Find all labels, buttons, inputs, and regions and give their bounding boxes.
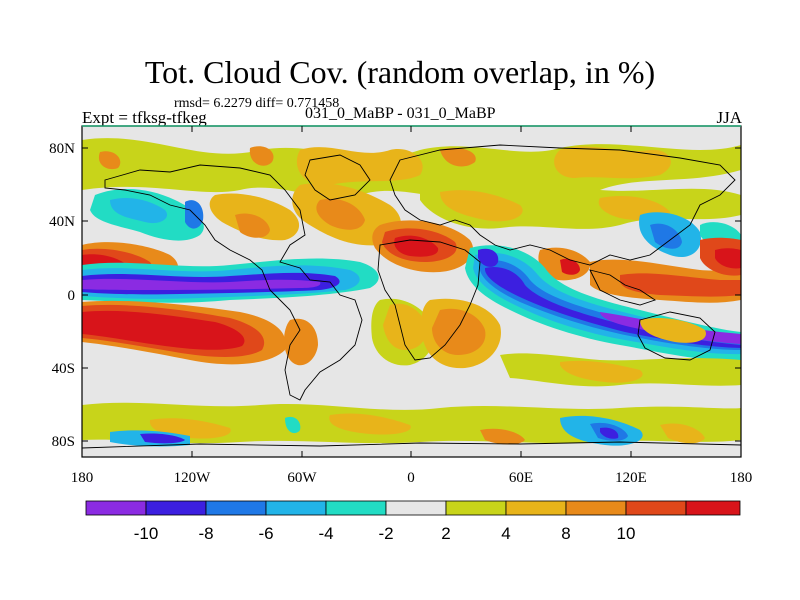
colorbar-swatch-10 xyxy=(625,500,687,516)
antarctica-outline xyxy=(81,441,742,449)
colorbar-swatch-3 xyxy=(205,500,267,516)
antarctic-anomalies xyxy=(82,402,741,447)
figure-title: Tot. Cloud Cov. (random overlap, in %) xyxy=(144,54,656,90)
lat-label-40n: 40N xyxy=(49,214,75,230)
greenland-outline xyxy=(304,154,371,201)
lon-label-180e: 180 xyxy=(730,470,753,486)
colorbar-swatch-8 xyxy=(505,500,567,516)
colorbar-label-2: 2 xyxy=(441,524,450,543)
lon-label-120e: 120E xyxy=(615,470,647,486)
colorbar-swatch-1 xyxy=(85,500,147,516)
africa-outline xyxy=(377,239,481,361)
season-label: JJA xyxy=(716,108,742,127)
axis-ticks xyxy=(82,126,741,457)
colorbar-swatch-5 xyxy=(325,500,387,516)
cloud-cover-field xyxy=(82,126,741,457)
south-tropics-anomalies xyxy=(82,298,741,387)
colorbar-label-minus10: -10 xyxy=(134,524,159,543)
lat-label-80n: 80N xyxy=(49,141,75,157)
eurasia-outline xyxy=(389,144,736,266)
lon-label-60e: 60E xyxy=(509,470,533,486)
lon-label-60w: 60W xyxy=(287,470,317,486)
colorbar-swatch-4 xyxy=(265,500,327,516)
maritime-continent-outline xyxy=(589,269,657,306)
colorbar-swatch-7 xyxy=(445,500,507,516)
lat-label-40s: 40S xyxy=(52,361,75,377)
lat-label-0: 0 xyxy=(68,288,76,304)
colorbar-label-minus2: -2 xyxy=(378,524,393,543)
americas-outline xyxy=(104,164,363,401)
colorbar-label-8: 8 xyxy=(561,524,570,543)
colorbar-swatch-9 xyxy=(565,500,627,516)
run-comparison-label: 031_0_MaBP - 031_0_MaBP xyxy=(305,105,496,122)
lon-label-0: 0 xyxy=(407,470,415,486)
coastlines xyxy=(81,144,742,449)
colorbar-swatch-11 xyxy=(685,500,741,516)
longitude-labels: 180 120W 60W 0 60E 120E 180 xyxy=(71,470,753,486)
colorbar-label-10: 10 xyxy=(617,524,636,543)
lon-label-120w: 120W xyxy=(174,470,212,486)
colorbar-label-minus4: -4 xyxy=(318,524,333,543)
colorbar-swatch-6 xyxy=(385,500,447,516)
lon-label-180w: 180 xyxy=(71,470,94,486)
latitude-labels: 80N 40N 0 40S 80S xyxy=(49,141,75,450)
australia-outline xyxy=(637,311,716,361)
colorbar-label-4: 4 xyxy=(501,524,510,543)
colorbar-label-minus6: -6 xyxy=(258,524,273,543)
north-midlatitude-anomalies xyxy=(90,176,741,258)
colorbar: -10 -8 -6 -4 -2 2 4 8 10 xyxy=(85,500,741,543)
experiment-label: Expt = tfksg-tfkeg xyxy=(82,108,207,127)
colorbar-swatch-2 xyxy=(145,500,207,516)
colorbar-label-minus8: -8 xyxy=(198,524,213,543)
stats-line: rmsd= 6.2279 diff= 0.771458 xyxy=(174,96,340,111)
lat-label-80s: 80S xyxy=(52,434,75,450)
